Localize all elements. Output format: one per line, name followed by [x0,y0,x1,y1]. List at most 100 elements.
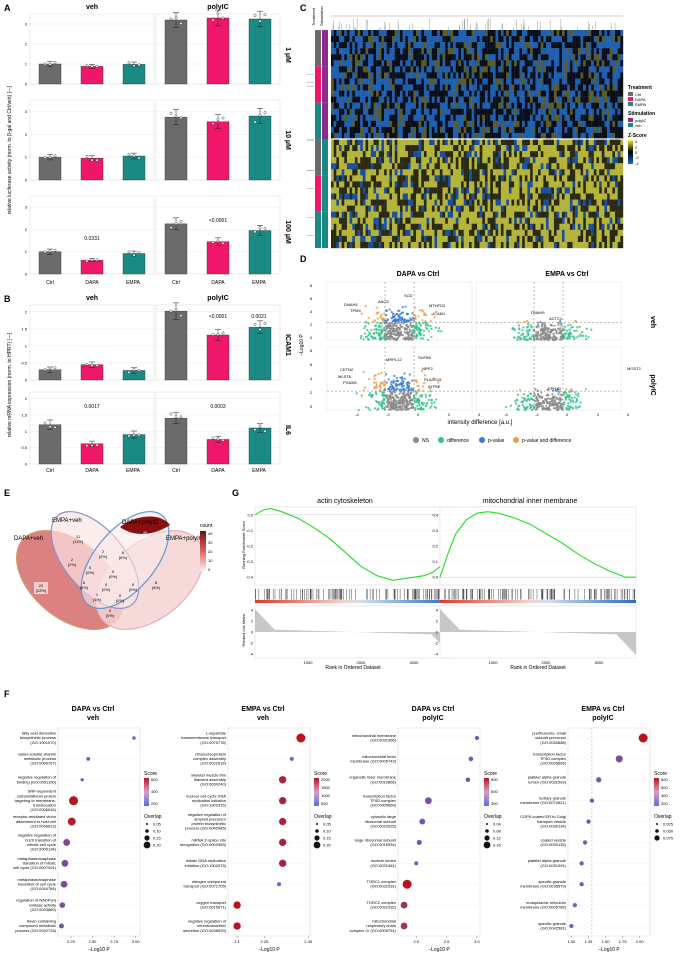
heatmap-cell [612,48,616,55]
heatmap-cell [415,217,419,224]
heatmap-cell [434,66,438,73]
heatmap-treatment-bar [315,66,321,103]
heatmap-cell [362,36,366,43]
panel-b-annot-il6-polyic: 0.0003 [210,404,226,410]
heatmap-cell [580,205,584,212]
heatmap-cell [410,151,414,158]
volcano-point [412,324,415,328]
heatmap-cell [588,108,592,115]
heatmap-cell [604,151,608,158]
heatmap-cell [495,96,499,103]
heatmap-cell [331,157,334,164]
heatmap-cell [453,114,456,122]
heatmap-cell [500,42,504,49]
heatmap-cell [431,157,435,164]
data-point [43,156,47,159]
heatmap-cell [508,108,512,115]
heatmap-cell [407,157,411,164]
heatmap-cell [532,78,536,85]
heatmap-cell [604,211,608,218]
y-tick-label: 0 [25,272,28,277]
heatmap-cell [381,157,385,164]
heatmap-cell [519,187,523,194]
heatmap-cell [601,36,605,43]
data-point [95,363,99,367]
heatmap-cell [474,229,478,237]
heatmap-cell [376,193,379,200]
heatmap-cell [569,205,573,212]
heatmap-cell [567,151,571,158]
heatmap-cell [492,139,496,146]
heatmap-cell [434,42,438,49]
heatmap-cell [477,96,480,103]
heatmap-cell [500,48,504,55]
heatmap-cell [498,163,502,170]
heatmap-cell [349,229,353,237]
heatmap-cell [344,145,348,152]
heatmap-cell [439,60,443,67]
heatmap-cell [490,235,494,243]
heatmap-cell [368,90,372,97]
heatmap-cell [394,175,398,182]
heatmap-cell [407,163,411,170]
heatmap-cell [548,60,552,67]
heatmap-cell [591,145,594,152]
volcano-point [382,317,385,320]
heatmap-cell [400,199,403,206]
volcano-point [382,319,385,322]
heatmap-cell [471,181,475,188]
heatmap-cell [477,72,480,79]
heatmap-cell [336,90,340,97]
heatmap-cell [410,78,414,85]
heatmap-cell [423,60,427,67]
heatmap-cell [530,90,533,97]
heatmap-cell [455,235,459,243]
heatmap-cell [591,151,594,158]
heatmap-cell [479,211,483,218]
heatmap-cell [593,157,597,164]
heatmap-cell [575,126,579,134]
heatmap-cell [503,36,507,43]
heatmap-cell [400,48,403,55]
volcano-point [438,326,441,330]
heatmap-cell [362,199,366,206]
heatmap-cell [583,181,587,188]
heatmap-cell [389,66,393,73]
heatmap-cell [407,102,411,109]
heatmap-cell [384,235,387,243]
heatmap-cell [354,235,358,243]
heatmap-cell [530,108,533,115]
heatmap-cell [569,30,573,37]
heatmap-cell [368,126,372,134]
data-point [211,122,215,126]
volcano-point [380,325,383,328]
heatmap-cell [519,36,523,43]
heatmap-cell [591,181,594,188]
heatmap-cell [599,90,602,97]
heatmap-cell [469,102,472,109]
volcano-point [568,337,571,340]
heatmap-cell [591,102,594,109]
heatmap-cell [362,84,366,91]
volcano-point [390,310,393,314]
heatmap-cell [607,241,610,249]
heatmap-cell [514,126,518,134]
heatmap-cell [331,72,334,79]
heatmap-cell [604,66,608,73]
heatmap-cell [431,42,435,49]
heatmap-cell [455,139,459,146]
heatmap-cell [596,163,600,170]
heatmap-cell [620,120,624,128]
heatmap-cell [498,66,502,73]
heatmap-cell [484,157,488,164]
heatmap-cell [593,78,597,85]
heatmap-cell [421,42,425,49]
heatmap-cell [591,30,594,37]
heatmap-cell [548,187,552,194]
data-point [53,154,57,158]
heatmap-cell [490,132,494,140]
y-tick-label: 1 [25,62,28,67]
volcano-point [380,322,383,325]
heatmap-cell [386,163,390,170]
volcano-point [403,330,406,334]
